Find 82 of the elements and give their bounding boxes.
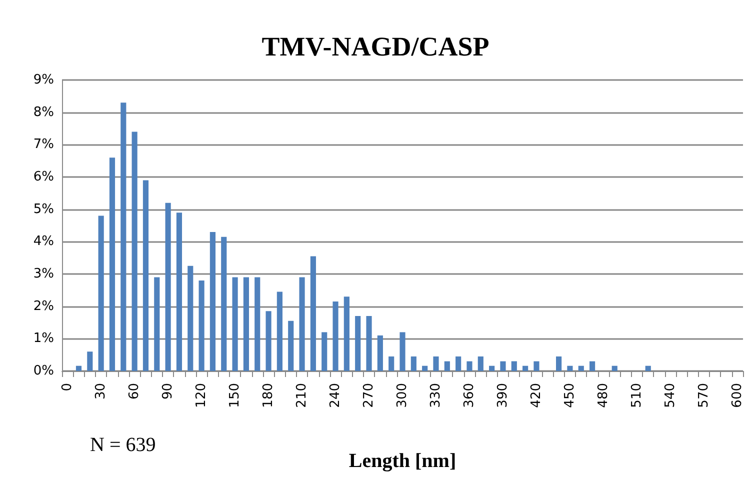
- bar: [556, 356, 562, 371]
- bar: [388, 356, 394, 371]
- y-tick-label: 2%: [33, 298, 54, 314]
- bar: [444, 361, 450, 371]
- y-tick-label: 3%: [33, 266, 54, 282]
- x-tick-label: 30: [94, 383, 109, 400]
- x-tick-label: 0: [60, 383, 76, 392]
- bar: [299, 277, 305, 371]
- bar: [410, 356, 416, 371]
- x-tick-label: 180: [261, 383, 276, 408]
- bar: [322, 332, 328, 371]
- y-tick-label: 7%: [33, 137, 54, 152]
- bar: [188, 266, 194, 371]
- bar: [176, 212, 182, 371]
- x-tick-label: 150: [228, 383, 243, 408]
- bar: [266, 311, 272, 371]
- x-tick-label: 300: [395, 383, 410, 408]
- bar: [76, 366, 82, 371]
- bar: [400, 332, 406, 371]
- y-tick-label: 4%: [33, 234, 54, 250]
- bar: [589, 361, 596, 371]
- x-tick-label: 210: [294, 383, 310, 408]
- x-tick-label: 90: [160, 383, 176, 400]
- bar: [288, 320, 294, 371]
- bar: [489, 366, 495, 371]
- bar: [332, 301, 338, 371]
- y-tick-label: 0%: [33, 364, 54, 378]
- bar: [87, 352, 93, 371]
- x-tick-label: 330: [428, 383, 444, 408]
- x-tick-label: 120: [194, 383, 210, 408]
- bar: [109, 158, 116, 371]
- bar: [612, 366, 618, 371]
- bar: [276, 292, 282, 371]
- bar: [511, 361, 517, 371]
- bar: [366, 316, 372, 371]
- y-tick-label: 9%: [33, 72, 54, 88]
- bar: [142, 180, 149, 371]
- y-tick-label: 5%: [33, 202, 54, 217]
- y-tick-label: 8%: [33, 104, 54, 120]
- x-tick-label: 570: [696, 383, 712, 408]
- bar: [120, 102, 126, 371]
- x-tick-label: 540: [662, 383, 678, 408]
- bar: [578, 366, 584, 371]
- bar: [500, 361, 506, 371]
- bar: [254, 277, 260, 371]
- x-tick-label: 420: [528, 383, 544, 408]
- bar: [355, 316, 361, 371]
- bar: [522, 366, 528, 371]
- bar: [645, 366, 651, 371]
- x-tick-label: 390: [495, 383, 510, 408]
- bar: [210, 232, 216, 371]
- bar: [567, 366, 573, 371]
- x-tick-label: 360: [462, 383, 477, 408]
- bar: [344, 296, 350, 371]
- bar: [466, 361, 472, 371]
- x-tick-label: 240: [328, 383, 344, 408]
- bar: [456, 356, 462, 371]
- bar: [154, 277, 160, 371]
- bar: [221, 236, 227, 371]
- bar: [534, 361, 540, 371]
- bar: [198, 280, 204, 371]
- text: N = 639: [90, 434, 156, 457]
- x-tick-label: 450: [562, 383, 578, 408]
- x-axis-title: Length [nm]: [348, 450, 456, 472]
- bar: [98, 216, 104, 371]
- bar: [422, 366, 428, 371]
- x-tick-label: 270: [362, 383, 377, 408]
- bar: [478, 356, 484, 371]
- y-tick-label: 6%: [33, 170, 54, 184]
- bar: [243, 277, 249, 371]
- bar: [310, 256, 316, 371]
- bar: [132, 132, 138, 371]
- x-tick-label: 60: [127, 383, 142, 400]
- bar: [377, 335, 383, 371]
- bar: [433, 356, 439, 371]
- x-tick-label: 600: [730, 383, 745, 408]
- x-tick-label: 510: [629, 383, 644, 408]
- bar: [165, 202, 171, 371]
- chart-title: TMV-NAGD/CASP: [262, 32, 490, 62]
- y-tick-label: 1%: [33, 331, 54, 346]
- bar: [232, 277, 238, 371]
- x-tick-label: 480: [596, 383, 611, 408]
